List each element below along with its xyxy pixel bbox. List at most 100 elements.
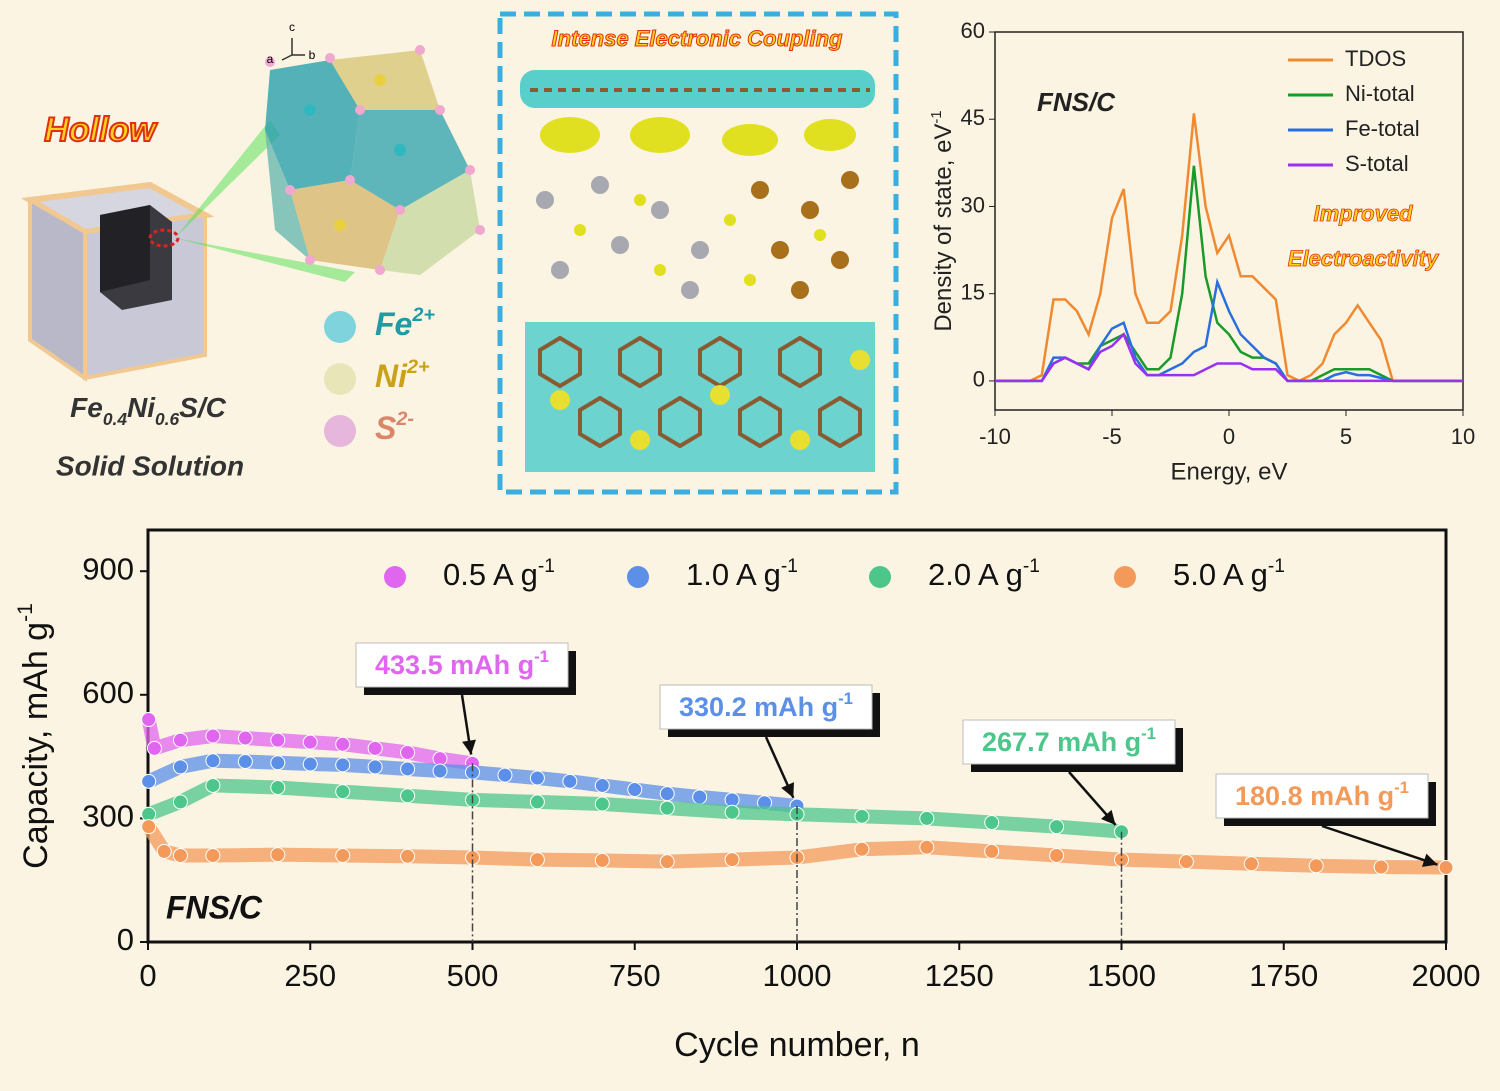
ion-label: S2- [375,408,414,446]
x-tick-label: 1000 [763,958,832,993]
capacity-point [270,780,286,795]
axis-b: b [309,48,316,62]
legend-label: S-total [1345,151,1409,176]
x-tick-label: -10 [979,424,1011,449]
x-tick-label: 1750 [1249,958,1318,993]
legend-label: Ni-total [1345,81,1415,106]
legend-label: 5.0 A g-1 [1173,556,1285,593]
x-tick-label: 2000 [1412,958,1481,993]
capacity-point [335,784,351,800]
x-axis-label: Cycle number, n [674,1026,920,1064]
annotation: Electroactivity [1288,246,1440,271]
supscript: -1 [1023,556,1040,577]
annotation-box [659,684,873,730]
x-tick-label: 10 [1451,424,1475,449]
supscript: -1 [929,110,945,123]
x-tick-label: 0 [139,958,156,993]
y-tick-label: 600 [82,675,134,710]
text-part: 180.8 mAh g [1235,781,1394,811]
annotation-box [1215,773,1429,819]
capacity-point [270,732,286,748]
x-tick-label: 0 [1223,424,1235,449]
capacity-point [594,852,610,868]
crystal-structure [265,38,485,275]
capacity-point [205,777,221,793]
capacity-point [172,794,188,810]
legend-swatch [384,566,406,588]
capacity-point [302,756,318,772]
capacity-point [335,847,351,863]
hollow-label: Hollow [44,111,158,149]
chart-title: FNS/C [166,889,263,925]
x-tick-label: 1500 [1087,958,1156,993]
capacity-point [1308,858,1324,874]
supscript: -1 [14,603,37,622]
supscript: -1 [781,556,798,577]
capacity-point [302,734,318,750]
capacity-point [172,759,188,775]
y-tick-label: 45 [961,105,985,130]
text-part: Fe [70,392,103,423]
capacity-point [335,757,351,773]
supscript: 2- [395,408,414,430]
annotation-label: 433.5 mAh g-1 [375,647,549,680]
capacity-point [205,753,221,769]
capacity-point [919,839,935,855]
capacity-point [984,815,1000,831]
capacity-point [270,755,286,771]
y-tick-label: 30 [961,192,985,217]
supscript: -1 [538,556,555,577]
legend-label: TDOS [1345,46,1406,71]
capacity-point [724,804,740,820]
ion-label: Fe2+ [375,304,435,342]
capacity-point [919,810,935,826]
supscript: -1 [1268,556,1285,577]
supscript: -1 [1141,724,1156,743]
subscript: 0.6 [155,409,179,429]
annotation-arrow [1321,824,1438,866]
capacity-point [594,796,610,812]
axis-a: a [267,52,274,66]
legend-label: 1.0 A g-1 [686,556,798,593]
axis-c: c [289,20,295,34]
arrow-head [781,782,794,798]
annotation-label: 267.7 mAh g-1 [982,724,1156,757]
legend-swatch [1114,566,1136,588]
capacity-point [172,732,188,748]
capacity-point [400,848,416,864]
text-part: Fe [375,306,412,342]
capacity-point [854,808,870,824]
capacity-point [1438,860,1454,876]
arrow-head [1421,853,1438,867]
capacity-point [141,773,157,789]
y-tick-label: 0 [117,922,134,957]
text-part: 1.0 A g [686,557,781,592]
legend-label: Fe-total [1345,116,1420,141]
capacity-point [1243,856,1259,872]
formula: Fe0.4Ni0.6S/C [70,392,226,428]
text-part: S [375,410,397,446]
capacity-point [141,712,157,728]
capacity-point [529,852,545,868]
coupling-label: Intense Electronic Coupling [552,26,843,51]
legend-label: 0.5 A g-1 [443,556,555,593]
capacity-point [659,786,675,802]
capacity-point [1049,819,1065,835]
x-tick-label: 750 [609,958,661,993]
dos-line [995,113,1463,383]
y-axis-label: Capacity, mAh g-1 [14,603,55,869]
capacity-point [529,794,545,810]
legend-swatch [869,566,891,588]
capacity-point [854,841,870,857]
capacity-point [335,736,351,752]
capacity-point [172,847,188,863]
capacity-point [984,843,1000,859]
text-part: Density of state, eV [930,124,957,332]
capacity-point [1373,859,1389,875]
y-axis-label: Density of state, eV-1 [929,110,957,331]
text-part: 0.5 A g [443,557,538,592]
capacity-point [205,728,221,744]
x-tick-label: 250 [284,958,336,993]
supscript: 2+ [411,304,435,326]
